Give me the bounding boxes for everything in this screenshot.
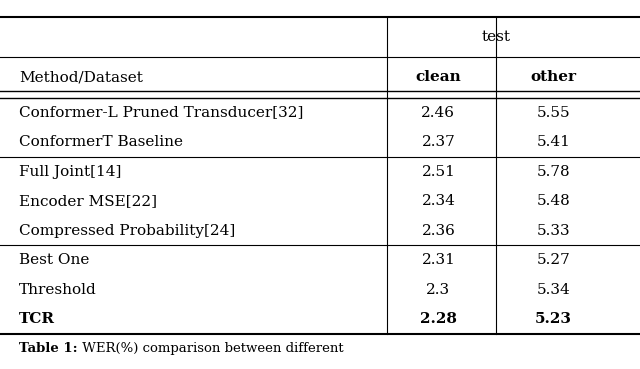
Text: 5.78: 5.78 — [537, 165, 570, 179]
Text: 2.28: 2.28 — [420, 312, 457, 326]
Text: Conformer-L Pruned Transducer[32]: Conformer-L Pruned Transducer[32] — [19, 106, 303, 120]
Text: 2.37: 2.37 — [422, 135, 455, 149]
Text: Best One: Best One — [19, 253, 90, 267]
Text: 5.48: 5.48 — [537, 194, 570, 208]
Text: Compressed Probability[24]: Compressed Probability[24] — [19, 224, 236, 238]
Text: 5.34: 5.34 — [537, 283, 570, 297]
Text: 2.3: 2.3 — [426, 283, 451, 297]
Text: ConformerT Baseline: ConformerT Baseline — [19, 135, 183, 149]
Text: 5.27: 5.27 — [537, 253, 570, 267]
Text: 5.33: 5.33 — [537, 224, 570, 238]
Text: clean: clean — [415, 70, 461, 85]
Text: 5.23: 5.23 — [535, 312, 572, 326]
Text: Full Joint[14]: Full Joint[14] — [19, 165, 122, 179]
Text: WER(%) comparison between different: WER(%) comparison between different — [78, 342, 344, 355]
Text: 5.41: 5.41 — [537, 135, 570, 149]
Text: 5.55: 5.55 — [537, 106, 570, 120]
Text: 2.51: 2.51 — [422, 165, 455, 179]
Text: TCR: TCR — [19, 312, 55, 326]
Text: Encoder MSE[22]: Encoder MSE[22] — [19, 194, 157, 208]
Text: other: other — [531, 70, 577, 85]
Text: 2.31: 2.31 — [422, 253, 455, 267]
Text: 2.36: 2.36 — [422, 224, 455, 238]
Text: Table 1:: Table 1: — [19, 342, 78, 355]
Text: 2.34: 2.34 — [422, 194, 455, 208]
Text: 2.46: 2.46 — [421, 106, 456, 120]
Text: Method/Dataset: Method/Dataset — [19, 70, 143, 85]
Text: Threshold: Threshold — [19, 283, 97, 297]
Text: test: test — [481, 30, 511, 44]
